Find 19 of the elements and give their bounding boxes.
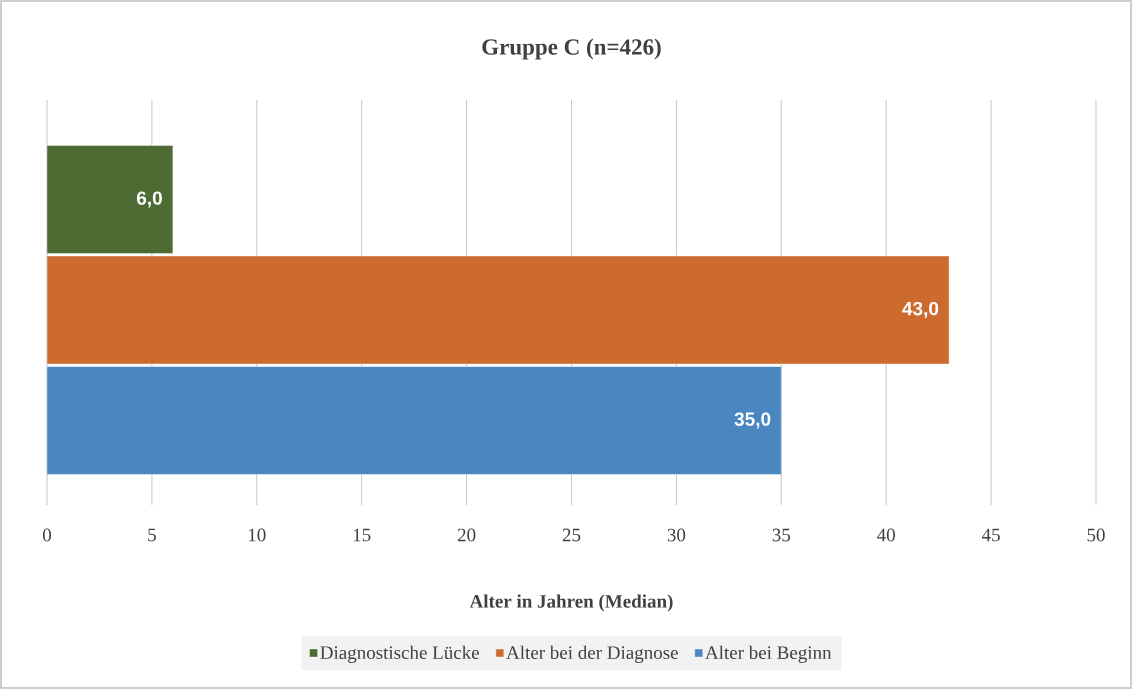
x-tick-label: 10: [248, 528, 266, 542]
x-tick-label: 5: [148, 528, 156, 542]
data-label: 35,0: [734, 412, 771, 429]
legend-label: Diagnostische Lücke: [320, 645, 479, 663]
x-tick-label: 50: [1087, 528, 1105, 542]
x-tick-label: 0: [42, 528, 52, 542]
x-tick-label: 25: [562, 528, 581, 542]
x-axis-title: Alter in Jahren (Median): [469, 594, 673, 612]
data-label: 6,0: [136, 191, 162, 208]
x-tick-label: 40: [877, 528, 895, 542]
x-tick-label: 35: [772, 528, 791, 542]
data-label: 43,0: [902, 301, 939, 319]
x-tick-label: 45: [981, 528, 1000, 542]
x-tick-label: 15: [353, 528, 371, 542]
legend-label: Alter bei Beginn: [705, 645, 832, 663]
legend-label: Alter bei der Diagnose: [506, 645, 678, 663]
x-tick-label: 30: [667, 528, 686, 542]
chart-title: Gruppe C (n=426): [482, 38, 661, 60]
x-tick-label: 20: [457, 528, 476, 542]
